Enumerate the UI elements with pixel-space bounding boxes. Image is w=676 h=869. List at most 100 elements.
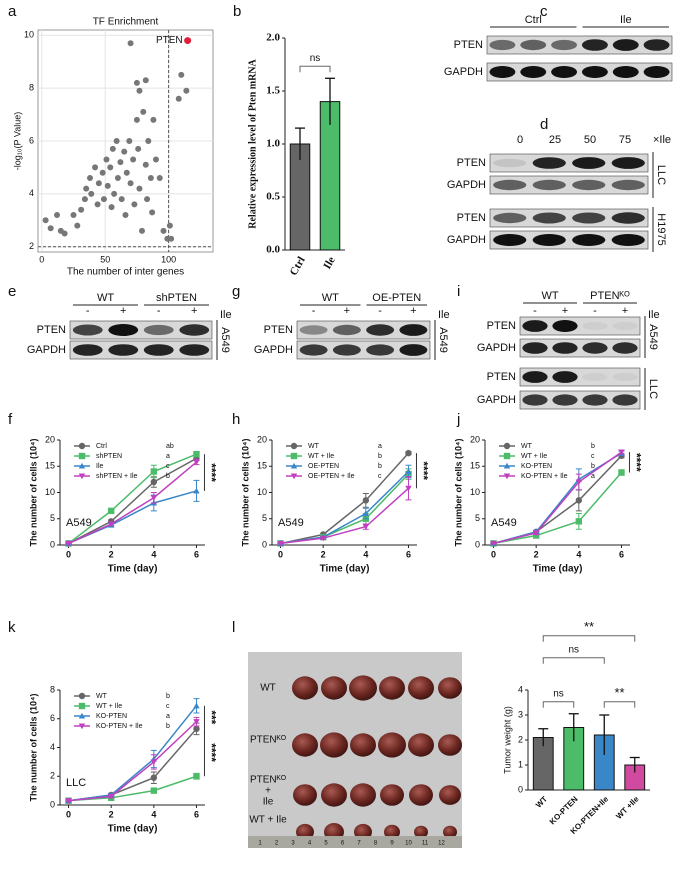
point	[42, 217, 49, 224]
legend-marker	[78, 723, 86, 730]
point	[121, 148, 128, 155]
y-tick-label: 4	[29, 188, 34, 198]
blot-strip	[69, 340, 213, 360]
y-tick-label: 4	[518, 684, 523, 694]
point	[111, 190, 118, 197]
treatment-name: Ile	[438, 309, 450, 321]
y-axis-label: The number of cells (10⁴)	[453, 439, 463, 547]
marker	[362, 497, 370, 504]
x-tick-label: 0	[66, 549, 71, 559]
marker	[193, 487, 200, 494]
y-tick-label: 0	[50, 799, 55, 809]
point	[136, 87, 143, 94]
legend-marker	[78, 692, 86, 700]
ruler-number: 5	[324, 841, 328, 847]
photo-row-label: WT + Ile	[249, 815, 287, 826]
x-axis-label: Time (day)	[108, 824, 158, 835]
cell-label: A549	[219, 327, 231, 353]
point	[152, 156, 159, 163]
row-label: GAPDH	[447, 179, 486, 191]
blot-band	[612, 342, 638, 354]
point	[166, 222, 173, 229]
point	[156, 175, 163, 181]
y-tick-label: 0	[475, 539, 480, 549]
x-axis-label: Time (day)	[320, 564, 370, 575]
blot-band	[366, 324, 395, 336]
point	[109, 145, 116, 152]
marker	[575, 518, 583, 525]
point	[108, 204, 115, 211]
ruler-number: 9	[390, 841, 394, 847]
group-label: WT	[541, 290, 558, 302]
blot-band	[299, 344, 328, 356]
blot-strip	[519, 338, 641, 358]
panel-letter: a	[8, 3, 17, 20]
legend-label: WT	[308, 443, 320, 450]
group-letter: b	[166, 473, 170, 480]
point	[114, 175, 121, 181]
blot-band	[299, 325, 328, 335]
treatment-label: -	[157, 305, 161, 317]
blot-band	[611, 157, 645, 169]
group-letter: a	[591, 473, 595, 480]
marker	[575, 479, 583, 486]
x-axis-label: The number of inter genes	[67, 267, 184, 278]
y-tick-label: 2.0	[266, 32, 280, 44]
panel-letter: c	[540, 3, 548, 20]
blot-band	[108, 324, 139, 336]
ruler-number: 6	[341, 841, 345, 847]
x-tick-label: 2	[534, 549, 539, 559]
tumor	[350, 783, 376, 807]
significance-label: ****	[204, 743, 218, 762]
panel-letter: i	[457, 283, 460, 300]
blot-strip	[296, 320, 431, 340]
point	[113, 138, 120, 144]
point	[54, 212, 61, 218]
tumor	[438, 677, 462, 699]
marker	[193, 773, 200, 780]
x-tick-label: KO-PTEN	[548, 794, 580, 826]
marker	[193, 702, 200, 709]
tumor	[320, 732, 348, 758]
y-tick-label: 4	[50, 742, 55, 752]
y-tick-label: 3	[518, 709, 523, 719]
legend-label: WT	[521, 443, 533, 450]
x-tick-label: 6	[619, 549, 624, 559]
cell-label: LLC	[647, 379, 659, 399]
point	[127, 40, 134, 47]
treatment-label: -	[378, 305, 382, 317]
point	[142, 161, 149, 168]
y-tick-label: 20	[257, 434, 267, 444]
tumor	[443, 825, 457, 839]
group-label: OE-PTEN	[372, 292, 421, 304]
row-label: GAPDH	[254, 344, 293, 356]
group-label: WT	[322, 292, 339, 304]
point	[103, 156, 110, 163]
point	[61, 230, 68, 237]
y-tick-label: 1.5	[266, 85, 280, 97]
comparison-bracket	[603, 701, 636, 708]
blot-band	[532, 212, 566, 224]
blot-band	[643, 66, 670, 78]
x-tick-label: 100	[161, 254, 176, 264]
ruler-number: 7	[357, 841, 361, 847]
y-tick-label: 20	[45, 434, 55, 444]
blot-band	[179, 324, 210, 336]
significance-label: ***	[204, 710, 218, 724]
x-tick-label: 2	[109, 809, 114, 819]
group-label: Ctrl	[525, 14, 542, 26]
blot-band	[582, 321, 608, 331]
blot-band	[582, 372, 608, 382]
ruler-number: 3	[291, 841, 295, 847]
blot-strip	[519, 316, 641, 336]
x-axis-label: Time (day)	[108, 564, 158, 575]
group-letter: ab	[166, 443, 174, 450]
ruler-number: 11	[422, 841, 429, 847]
photo-row-label: PTENᴷᴼ	[250, 775, 286, 786]
y-tick-label: 2	[50, 771, 55, 781]
y-axis-label: The number of cells (10⁴)	[28, 694, 38, 802]
legend-marker	[78, 452, 86, 460]
legend-marker	[503, 452, 511, 460]
legend-label: shPTEN + Ile	[96, 473, 138, 480]
point	[133, 116, 140, 123]
